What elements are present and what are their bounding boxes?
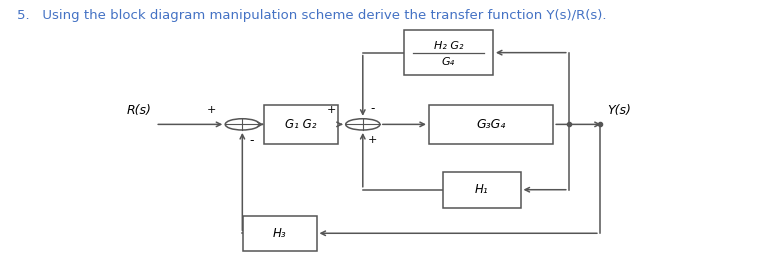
Text: 5.   Using the block diagram manipulation scheme derive the transfer function Y(: 5. Using the block diagram manipulation …: [17, 9, 606, 22]
Bar: [243, 216, 317, 250]
Text: -: -: [250, 134, 254, 147]
Bar: [443, 172, 520, 208]
Text: H₂ G₂: H₂ G₂: [434, 41, 463, 51]
Text: H₃: H₃: [273, 227, 286, 240]
Circle shape: [346, 119, 380, 130]
Text: +: +: [327, 105, 336, 115]
Text: G₃G₄: G₃G₄: [477, 118, 505, 131]
Circle shape: [225, 119, 260, 130]
Bar: [264, 105, 338, 144]
Text: H₁: H₁: [475, 183, 488, 196]
Text: Y(s): Y(s): [608, 104, 632, 117]
Text: G₁ G₂: G₁ G₂: [285, 118, 317, 131]
Text: -: -: [370, 102, 374, 115]
Text: R(s): R(s): [126, 104, 151, 117]
Text: +: +: [367, 135, 377, 145]
Bar: [403, 30, 493, 75]
Bar: [429, 105, 553, 144]
Text: +: +: [207, 105, 216, 115]
Text: G₄: G₄: [441, 57, 455, 67]
